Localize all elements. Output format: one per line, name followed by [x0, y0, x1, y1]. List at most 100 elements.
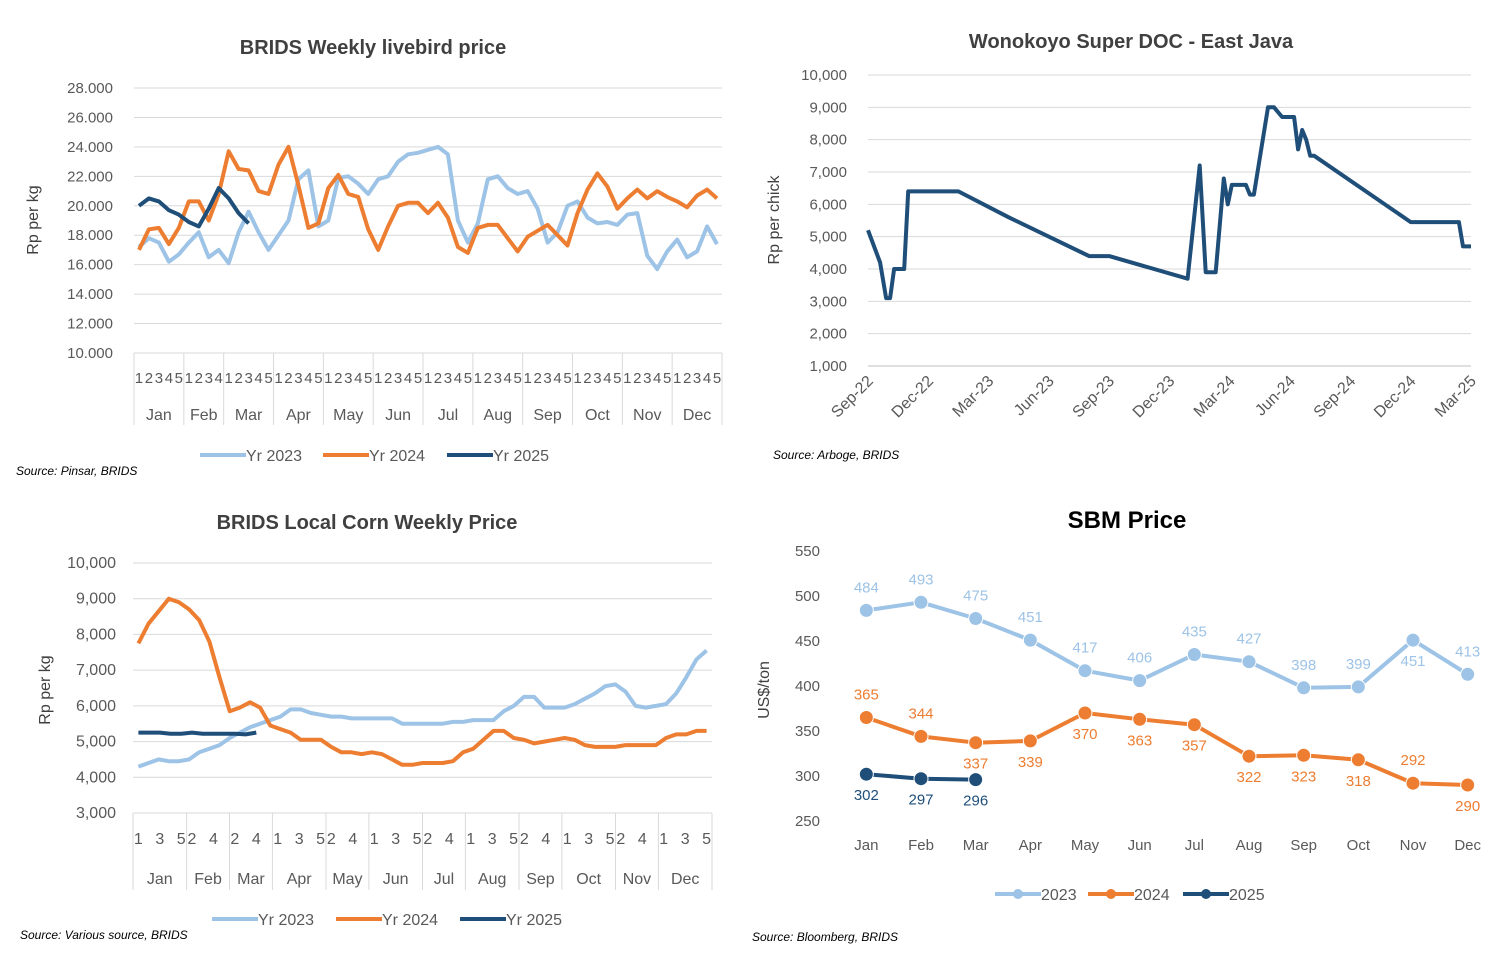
y-tick-label: 9,000 — [809, 99, 847, 116]
week-tick-label: 3 — [344, 370, 352, 387]
data-point-2023 — [1022, 632, 1038, 648]
month-tick-label: Jun — [385, 407, 411, 424]
data-label-2024: 357 — [1182, 738, 1207, 755]
y-tick-label: 5,000 — [76, 734, 116, 751]
week-tick-label: 4 — [703, 370, 711, 387]
data-label-2024: 363 — [1127, 732, 1152, 749]
series-line-yr-2024 — [136, 596, 707, 767]
data-label-2025: 302 — [854, 787, 879, 804]
data-label-2023: 399 — [1346, 656, 1371, 673]
month-tick-label: Jun — [383, 871, 409, 888]
week-tick-label: 3 — [494, 370, 502, 387]
series-line-yr-2023 — [137, 648, 708, 769]
corn-price-chart: BRIDS Local Corn Weekly Price 3,000 4,000 5… — [37, 512, 713, 929]
data-point-2024 — [1132, 711, 1148, 727]
week-tick-label: 5 — [663, 370, 671, 387]
month-tick-label: May — [332, 871, 362, 888]
chart-title: SBM Price — [1068, 507, 1187, 534]
month-tick-label: Oct — [585, 407, 610, 424]
week-tick-label: 3 — [155, 370, 163, 387]
legend-label: Yr 2023 — [246, 448, 302, 465]
corn-source: Source: Various source, BRIDS — [20, 928, 188, 942]
series-line-2024 — [865, 711, 1468, 787]
x-tick-label: Feb — [908, 837, 934, 854]
data-point-2025 — [913, 771, 929, 787]
week-tick-label: 2 — [327, 831, 336, 848]
y-tick-label: 10,000 — [801, 67, 847, 84]
x-tick-label: Dec-22 — [889, 373, 938, 422]
y-tick-label: 20.000 — [67, 198, 113, 215]
legend-marker — [1106, 889, 1116, 899]
data-point-2023 — [1186, 647, 1202, 662]
data-label-2024: 339 — [1018, 754, 1043, 771]
week-tick-label: 5 — [316, 831, 325, 848]
month-tick-label: Jul — [438, 407, 458, 424]
legend-marker — [1201, 889, 1211, 899]
month-tick-label: Mar — [237, 871, 265, 888]
legend-label: 2025 — [1229, 887, 1265, 904]
week-tick-label: 3 — [488, 831, 497, 848]
x-tick-label: Mar — [963, 837, 989, 854]
week-tick-label: 5 — [264, 370, 272, 387]
week-tick-label: 5 — [414, 370, 422, 387]
data-point-2024 — [913, 728, 929, 744]
y-tick-label: 8,000 — [76, 626, 116, 643]
y-tick-label: 12.000 — [67, 316, 113, 333]
data-label-2024: 290 — [1455, 798, 1480, 815]
week-tick-label: 1 — [370, 831, 379, 848]
data-label-2024: 323 — [1291, 768, 1316, 785]
y-tick-label: 5,000 — [809, 229, 847, 246]
y-tick-label: 300 — [795, 768, 820, 785]
week-tick-label: 1 — [424, 370, 432, 387]
week-tick-label: 2 — [145, 370, 153, 387]
week-tick-label: 3 — [584, 831, 593, 848]
data-label-2023: 398 — [1291, 657, 1316, 674]
week-tick-label: 5 — [364, 370, 372, 387]
week-tick-label: 2 — [583, 370, 591, 387]
data-point-2025 — [858, 766, 874, 782]
y-tick-label: 450 — [795, 633, 820, 650]
week-tick-label: 4 — [304, 370, 312, 387]
data-label-2024: 370 — [1072, 726, 1097, 743]
data-label-2024: 337 — [963, 756, 988, 773]
week-tick-label: 1 — [659, 831, 668, 848]
livebird-source: Source: Pinsar, BRIDS — [16, 464, 138, 478]
data-point-2024 — [858, 710, 874, 725]
data-point-2024 — [1350, 752, 1366, 768]
y-tick-label: 22.000 — [67, 168, 113, 185]
week-tick-label: 5 — [177, 831, 186, 848]
legend-label: Yr 2025 — [506, 912, 562, 929]
week-tick-label: 2 — [334, 370, 342, 387]
week-tick-label: 1 — [273, 831, 282, 848]
y-tick-label: 14.000 — [67, 286, 113, 303]
chart-title: BRIDS Weekly livebird price — [240, 37, 506, 59]
data-label-2023: 484 — [854, 579, 879, 596]
data-point-2024 — [1241, 748, 1257, 764]
week-tick-label: 4 — [603, 370, 611, 387]
week-tick-label: 1 — [225, 370, 233, 387]
y-tick-label: 9,000 — [76, 591, 116, 608]
week-tick-label: 1 — [274, 370, 282, 387]
week-tick-label: 1 — [324, 370, 332, 387]
y-axis-label: Rp per kg — [37, 655, 54, 724]
month-tick-label: Dec — [683, 407, 711, 424]
y-tick-label: 4,000 — [809, 261, 847, 278]
week-tick-label: 5 — [713, 370, 721, 387]
week-tick-label: 2 — [423, 831, 432, 848]
x-tick-label: Oct — [1347, 837, 1371, 854]
y-tick-label: 350 — [795, 723, 820, 740]
y-tick-label: 4,000 — [76, 769, 116, 786]
month-tick-label: May — [333, 407, 363, 424]
week-tick-label: 2 — [484, 370, 492, 387]
week-tick-label: 5 — [563, 370, 571, 387]
y-tick-label: 10.000 — [67, 345, 113, 362]
week-tick-label: 1 — [573, 370, 581, 387]
data-point-2025 — [968, 772, 984, 788]
x-tick-label: Jun-23 — [1011, 373, 1058, 420]
x-tick-label: May — [1071, 837, 1100, 854]
week-tick-label: 5 — [314, 370, 322, 387]
data-point-2023 — [968, 611, 984, 626]
y-tick-label: 7,000 — [76, 662, 116, 679]
y-tick-label: 3,000 — [809, 293, 847, 310]
